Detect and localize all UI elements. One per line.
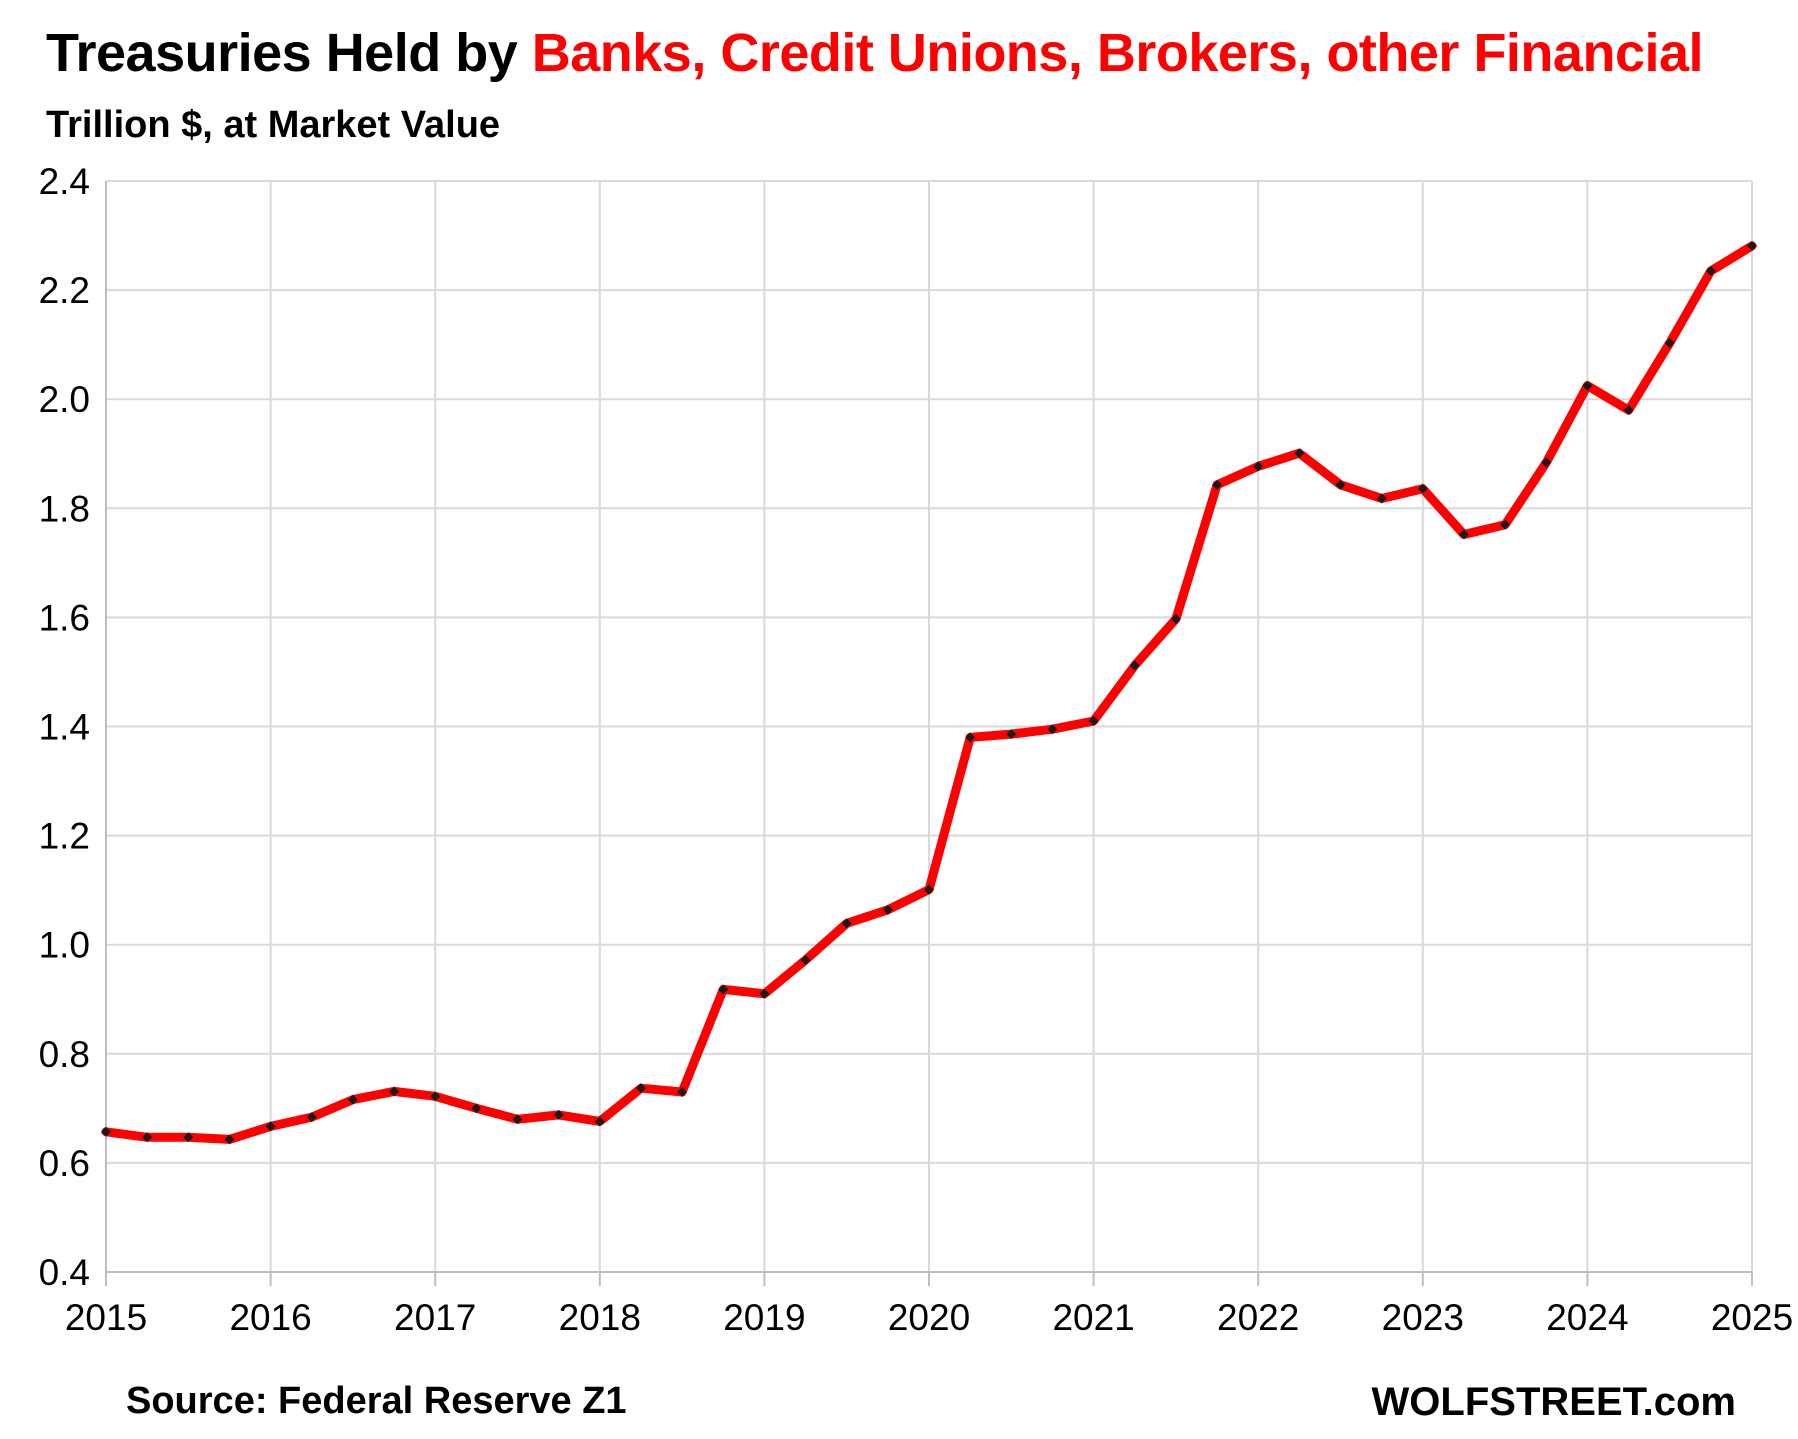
data-point: [1582, 380, 1593, 391]
data-point: [1458, 529, 1469, 540]
data-point: [306, 1112, 317, 1123]
data-point: [1170, 614, 1181, 625]
axes: [105, 181, 1753, 1286]
data-point: [965, 732, 976, 743]
y-tick-label: 0.4: [39, 1252, 90, 1293]
data-point: [1705, 266, 1716, 277]
x-tick-label: 2020: [888, 1297, 970, 1338]
x-tick-label: 2021: [1052, 1297, 1134, 1338]
chart-title-prefix: Treasuries Held by: [46, 23, 532, 83]
y-tick-label: 2.0: [39, 379, 90, 420]
data-point: [224, 1134, 235, 1145]
data-point: [1006, 729, 1017, 740]
data-point: [553, 1109, 564, 1120]
y-tick-label: 1.4: [39, 707, 90, 748]
y-tick-label: 1.6: [39, 597, 90, 638]
data-point: [430, 1091, 441, 1102]
x-tick-label: 2018: [559, 1297, 641, 1338]
data-point: [1047, 724, 1058, 735]
data-point: [677, 1086, 688, 1097]
data-point: [183, 1132, 194, 1143]
y-tick-label: 2.4: [39, 161, 90, 202]
data-point: [512, 1114, 523, 1125]
x-tick-label: 2017: [394, 1297, 476, 1338]
data-point: [471, 1103, 482, 1114]
data-point: [800, 954, 811, 965]
data-point: [1088, 716, 1099, 727]
data-point: [1253, 461, 1264, 472]
x-tick-label: 2016: [229, 1297, 311, 1338]
data-point: [1376, 493, 1387, 504]
x-tick-label: 2025: [1711, 1297, 1793, 1338]
source-note: Source: Federal Reserve Z1: [126, 1380, 627, 1422]
data-point: [924, 884, 934, 895]
y-tick-label: 1.2: [39, 816, 90, 857]
data-point: [841, 918, 852, 929]
data-point: [142, 1132, 153, 1143]
data-point: [389, 1086, 400, 1097]
x-tick-label: 2015: [65, 1297, 147, 1338]
y-tick-label: 0.6: [39, 1143, 90, 1184]
data-point: [265, 1121, 276, 1132]
data-point: [882, 904, 893, 915]
data-point: [1335, 479, 1346, 490]
data-point: [101, 1126, 111, 1137]
data-point: [1747, 240, 1757, 251]
x-tick-label: 2023: [1382, 1297, 1464, 1338]
data-point: [718, 984, 729, 995]
data-point: [1212, 479, 1223, 490]
gridlines: [106, 180, 1753, 1272]
brand-watermark: WOLFSTREET.com: [1371, 1380, 1736, 1424]
chart-title: Treasuries Held by Banks, Credit Unions,…: [46, 22, 1704, 84]
chart-title-highlight: Banks, Credit Unions, Brokers, other Fin…: [531, 23, 1704, 83]
data-point: [1664, 338, 1675, 349]
data-point: [1417, 483, 1428, 494]
tick-labels: 0.4 0.6 0.8 1.0 1.2 1.4 1.6 1.8 2.0 2.2 2.4 2015 201…: [39, 161, 1794, 1338]
data-point: [1500, 519, 1511, 530]
x-tick-label: 2024: [1546, 1297, 1628, 1338]
data-point: [1129, 660, 1140, 671]
data-point: [594, 1116, 605, 1127]
data-point: [759, 988, 770, 999]
data-point: [347, 1094, 358, 1105]
y-tick-label: 0.8: [39, 1034, 90, 1075]
y-tick-label: 1.8: [39, 488, 90, 529]
x-tick-label: 2019: [723, 1297, 805, 1338]
data-point: [635, 1083, 646, 1094]
y-tick-label: 2.2: [39, 270, 90, 311]
x-tick-label: 2022: [1217, 1297, 1299, 1338]
data-point: [1541, 457, 1552, 468]
data-series: [101, 240, 1757, 1145]
chart-subtitle: Trillion $, at Market Value: [46, 104, 501, 146]
data-point: [1294, 448, 1305, 459]
data-point: [1623, 405, 1634, 416]
y-tick-label: 1.0: [39, 925, 90, 966]
